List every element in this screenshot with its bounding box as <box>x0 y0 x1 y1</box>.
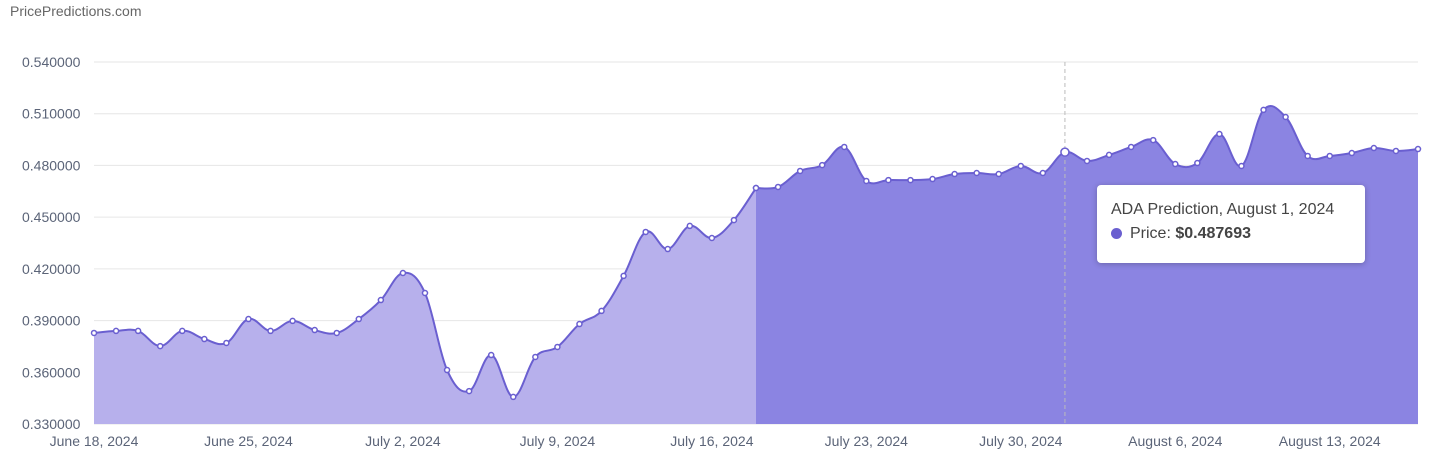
x-tick-label: July 2, 2024 <box>365 433 441 449</box>
x-tick-label: July 23, 2024 <box>825 433 908 449</box>
point <box>1039 169 1047 177</box>
point <box>598 307 605 315</box>
y-tick-label: 0.390000 <box>22 313 81 329</box>
point <box>907 176 914 184</box>
point <box>1304 152 1311 160</box>
point <box>179 327 186 335</box>
y-tick-label: 0.420000 <box>22 261 81 277</box>
point <box>156 342 164 350</box>
point <box>1105 151 1113 159</box>
point <box>1216 130 1223 138</box>
x-tick-label: June 18, 2024 <box>50 433 139 449</box>
point <box>1326 152 1333 160</box>
point <box>289 317 296 325</box>
point <box>267 327 274 335</box>
point <box>576 320 583 328</box>
point <box>532 353 539 361</box>
y-tick-label: 0.450000 <box>22 209 81 225</box>
point <box>818 161 826 169</box>
y-tick-label: 0.480000 <box>22 157 81 173</box>
y-tick-label: 0.510000 <box>22 106 81 122</box>
point <box>1238 162 1245 170</box>
point <box>796 167 804 175</box>
point <box>399 269 407 277</box>
point <box>554 343 561 351</box>
y-tick-label: 0.330000 <box>22 416 81 432</box>
point <box>774 183 782 191</box>
point <box>245 315 252 323</box>
point <box>333 329 340 337</box>
point <box>510 393 517 401</box>
point <box>885 176 892 184</box>
x-tick-label: July 16, 2024 <box>670 433 753 449</box>
source: PricePredictions.com <box>10 3 142 19</box>
point <box>487 351 495 359</box>
point <box>664 245 671 253</box>
point <box>465 387 473 395</box>
y-tick-label: 0.540000 <box>22 54 81 70</box>
x-tick-label: July 30, 2024 <box>979 433 1062 449</box>
point <box>1127 143 1135 151</box>
point <box>112 327 120 335</box>
x-tick-label: August 6, 2024 <box>1128 433 1222 449</box>
x-tick-label: August 13, 2024 <box>1279 433 1381 449</box>
point <box>1370 144 1378 152</box>
point <box>730 216 738 224</box>
point <box>421 289 429 297</box>
point <box>752 184 760 192</box>
point <box>90 329 98 337</box>
point <box>355 315 363 323</box>
point <box>929 175 936 183</box>
point <box>642 228 649 236</box>
tooltip-value: $0.487693 <box>1175 225 1251 242</box>
point <box>443 366 451 374</box>
point <box>1172 160 1179 168</box>
point <box>201 335 208 343</box>
point <box>1083 157 1091 165</box>
point <box>686 222 694 230</box>
x-tick-label: July 9, 2024 <box>520 433 596 449</box>
point <box>134 327 142 335</box>
point <box>1392 147 1400 155</box>
point <box>841 143 848 151</box>
point <box>311 326 318 334</box>
point <box>863 177 870 185</box>
point <box>1282 113 1289 121</box>
point <box>951 170 958 178</box>
area <box>756 105 1418 424</box>
point <box>973 169 980 177</box>
point <box>1260 106 1267 114</box>
tooltip-title: ADA Prediction, August 1, 2024 <box>1111 201 1335 218</box>
tooltip-label: Price: <box>1130 225 1171 242</box>
point <box>1060 147 1070 157</box>
point <box>1149 136 1157 144</box>
point <box>377 296 385 304</box>
point <box>1414 145 1422 153</box>
point <box>1348 149 1356 157</box>
area <box>94 188 756 424</box>
point <box>1194 159 1201 167</box>
point <box>223 339 230 347</box>
x-tick-label: June 25, 2024 <box>204 433 293 449</box>
point <box>620 272 627 280</box>
point <box>1017 162 1025 170</box>
point <box>995 170 1002 178</box>
tooltip-row: Price: $0.487693 <box>1111 225 1351 243</box>
y-tick-label: 0.360000 <box>22 364 81 380</box>
point <box>708 234 716 242</box>
tooltip: ADA Prediction, August 1, 2024 Price: $0… <box>1097 185 1365 263</box>
tooltip-dot <box>1111 228 1122 239</box>
